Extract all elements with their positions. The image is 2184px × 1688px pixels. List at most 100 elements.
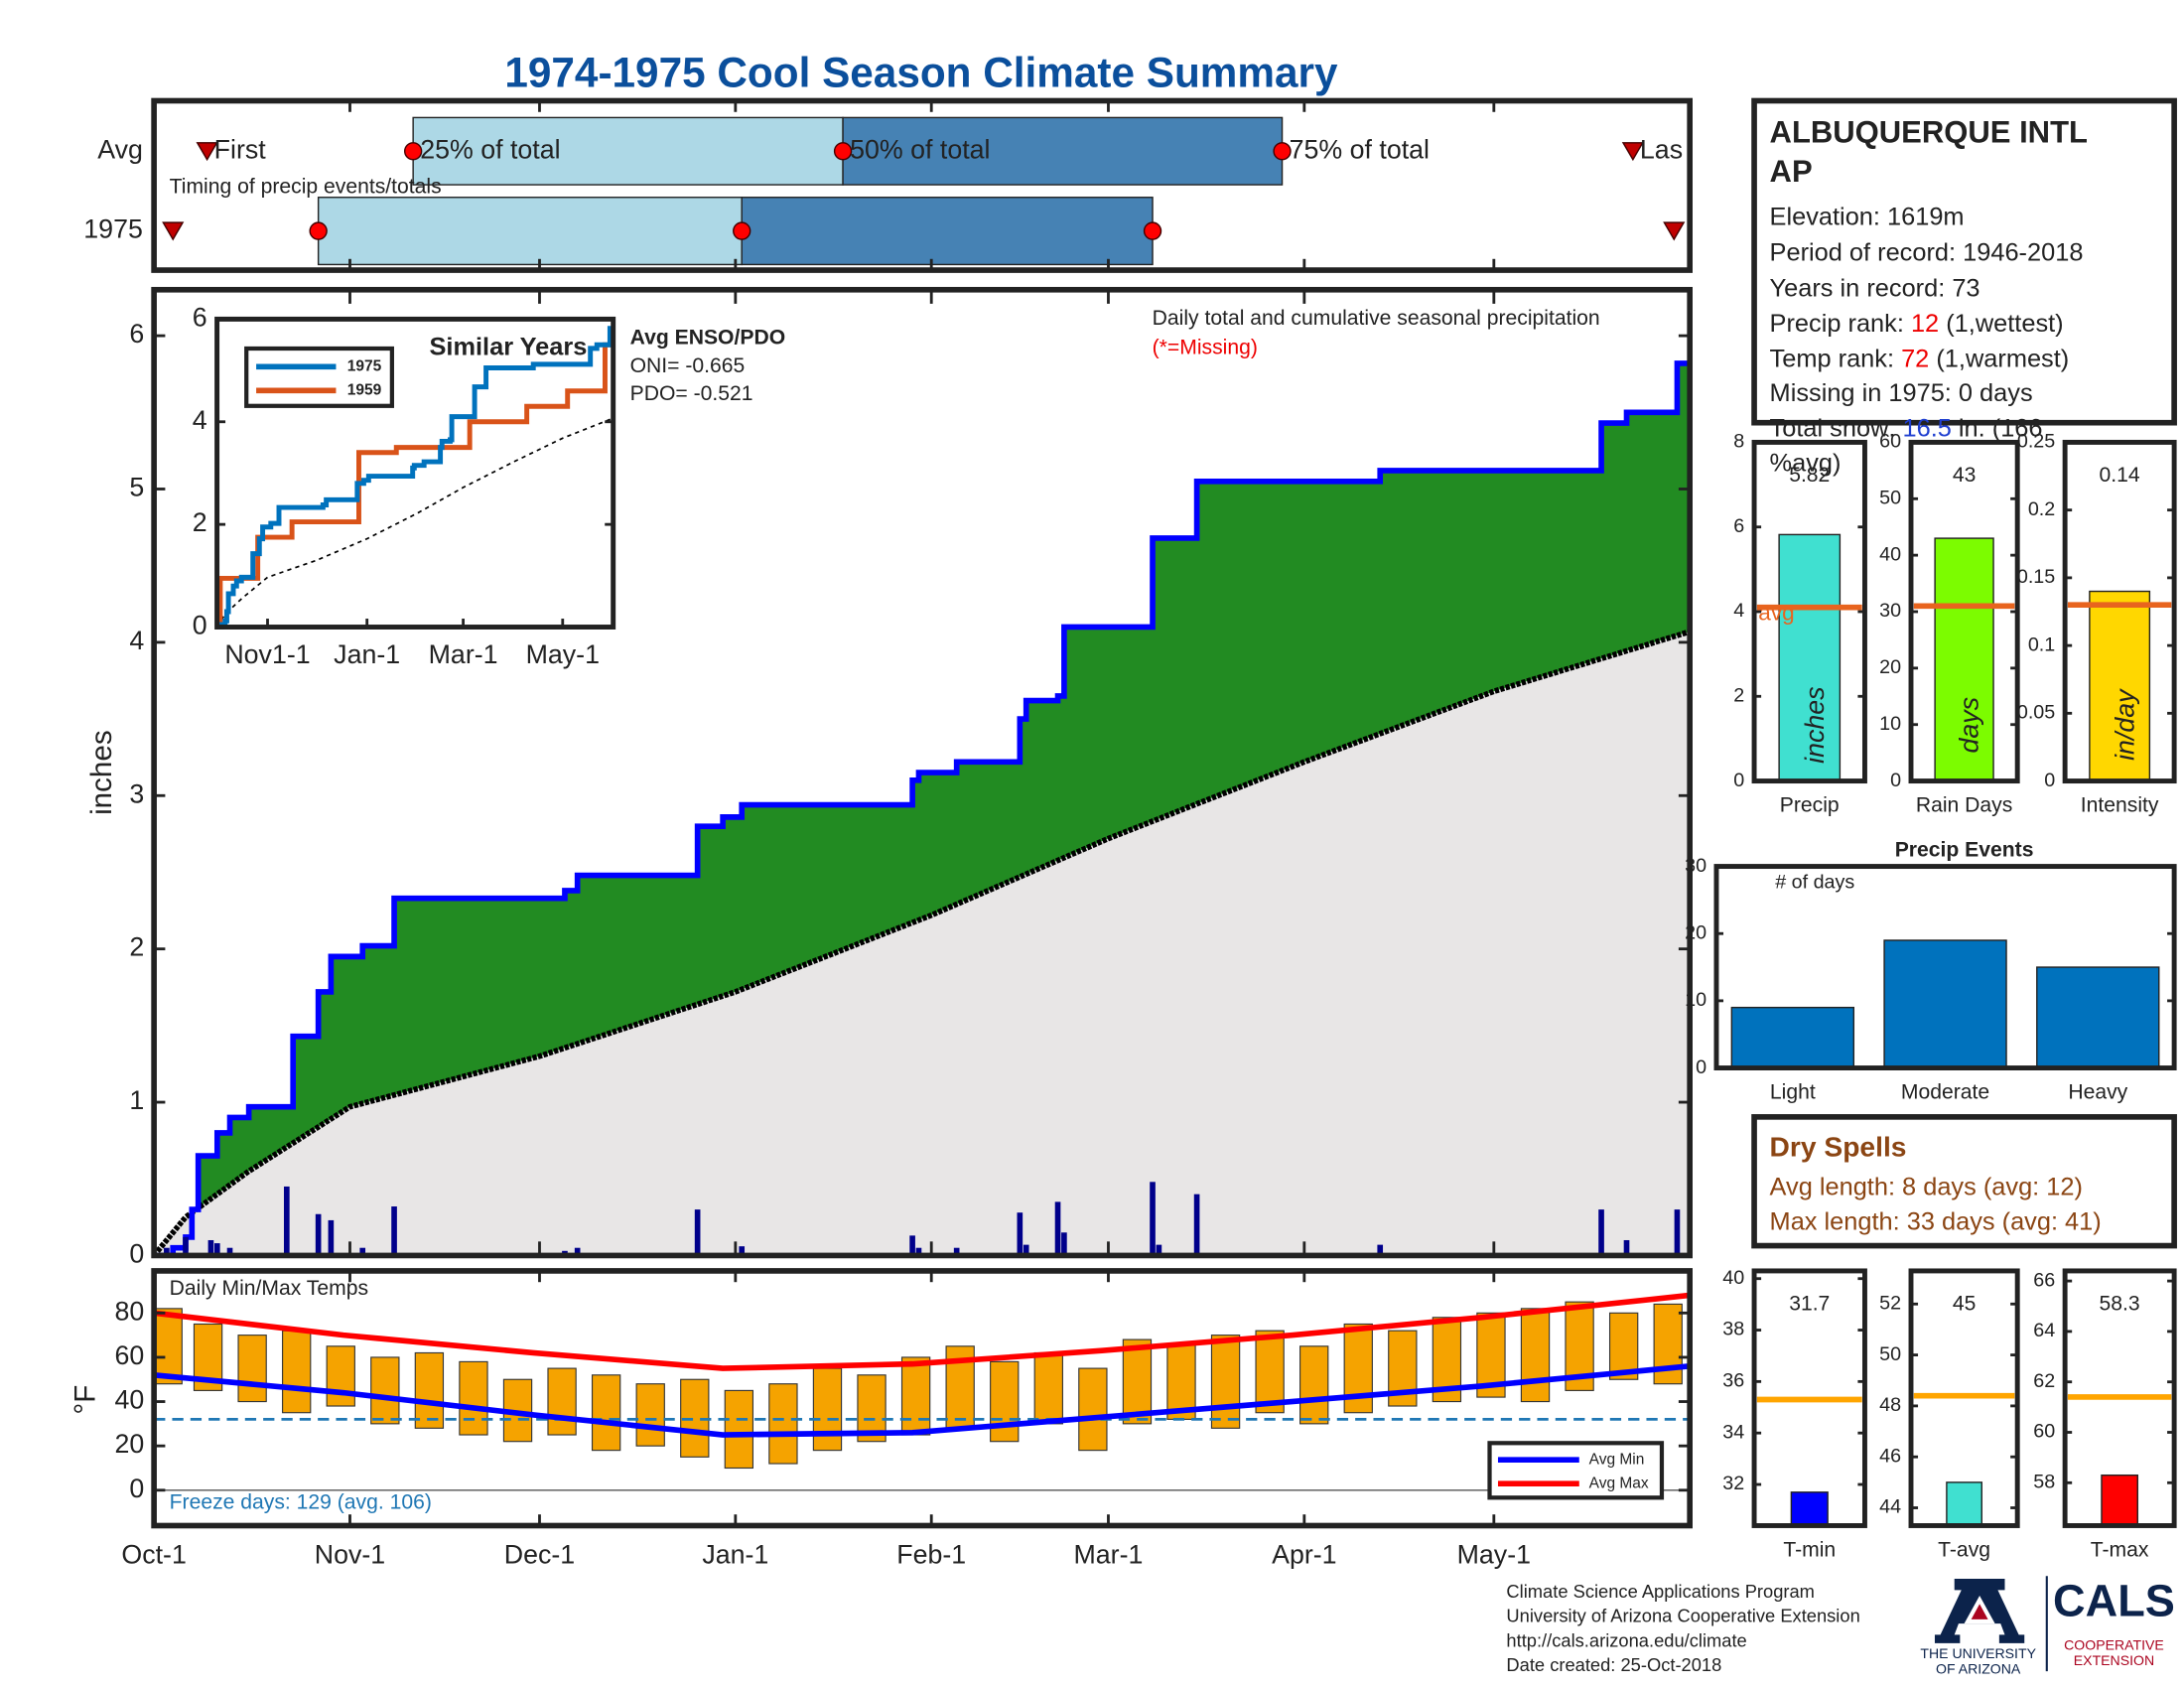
logo-text: OF ARIZONA <box>1936 1660 2021 1676</box>
y-tick-label: 50 <box>1879 488 1901 509</box>
timing-subtitle: Timing of precip events/totals <box>170 175 442 198</box>
y-tick-label: 0 <box>1696 1056 1706 1078</box>
dry-spells-box <box>1751 1114 2177 1249</box>
y-tick-label: 40 <box>114 1385 144 1415</box>
panel-frame <box>1908 439 2020 784</box>
university-logo <box>1934 1576 2048 1672</box>
marker-label: 50% of total <box>850 134 990 164</box>
marker-label: 75% of total <box>1290 134 1430 164</box>
daily-precip-bar <box>915 1247 922 1256</box>
similar-year-line <box>216 342 614 630</box>
event-marker <box>1663 221 1686 241</box>
daily-precip-bar <box>315 1213 322 1256</box>
x-tick-label: Jan-1 <box>702 1540 768 1570</box>
enso-annotation: Avg ENSO/PDO <box>630 327 786 350</box>
y-tick-label: 52 <box>1879 1293 1901 1315</box>
y-tick-label: 44 <box>1879 1496 1901 1518</box>
x-tick-label: Apr-1 <box>1272 1540 1336 1570</box>
x-tick-label: Mar-1 <box>1074 1540 1144 1570</box>
daily-temp-bar <box>812 1367 843 1452</box>
daily-temp-bar <box>237 1335 267 1403</box>
legend-label: Avg Max <box>1589 1475 1649 1491</box>
value-label: 31.7 <box>1789 1292 1830 1315</box>
station-label: Total snow: <box>1770 414 1903 442</box>
daily-precip-bar <box>1156 1244 1162 1256</box>
y-tick-label: 60 <box>1879 431 1901 453</box>
y-tick-label: 4 <box>193 405 207 435</box>
station-line: Temp rank: 72 (1,warmest) <box>1770 345 2070 372</box>
station-box <box>1751 97 2177 426</box>
daily-temp-bar <box>900 1356 931 1436</box>
x-tick-label: Dec-1 <box>504 1540 575 1570</box>
daily-temp-bar <box>1078 1367 1108 1452</box>
category-label: Rain Days <box>1916 794 2012 817</box>
value-label: 5.82 <box>1789 464 1830 487</box>
y-tick-label: 4 <box>1733 600 1744 622</box>
precip-annotation: Daily total and cumulative seasonal prec… <box>1153 307 1600 330</box>
y-tick-label: 20 <box>114 1429 144 1459</box>
y-tick-label: 6 <box>129 319 144 349</box>
daily-precip-bar <box>1623 1239 1630 1256</box>
y-tick-label: 40 <box>1722 1267 1744 1289</box>
panel-frame <box>2062 439 2177 784</box>
daily-temp-bar <box>326 1345 355 1407</box>
daily-precip-bar <box>1377 1244 1384 1256</box>
y-tick-label: 0 <box>1733 770 1744 791</box>
y-tick-label: 0.2 <box>2028 498 2055 520</box>
daily-precip-bar <box>909 1235 915 1256</box>
x-tick-label: Mar-1 <box>429 639 498 669</box>
bar <box>2089 590 2151 782</box>
daily-temp-bar <box>153 1308 183 1385</box>
panel-frame <box>151 286 1693 1259</box>
y-tick-label: 20 <box>1685 921 1706 943</box>
temp-title: Daily Min/Max Temps <box>170 1277 368 1300</box>
y-tick-label: 46 <box>1879 1445 1901 1467</box>
y-tick-label: 0.1 <box>2028 633 2055 655</box>
precip-plot <box>154 360 1691 1256</box>
y-tick-label: 0 <box>2044 770 2055 791</box>
value-label: 58.3 <box>2100 1292 2140 1315</box>
daily-temp-bar <box>1210 1335 1241 1429</box>
station-line: Period of record: 1946-2018 <box>1770 239 2084 267</box>
quartile-marker <box>1143 221 1162 240</box>
logo-text: COOPERATIVE <box>2064 1636 2164 1652</box>
x-tick-label: Feb-1 <box>896 1540 966 1570</box>
missing-note: (*=Missing) <box>1153 337 1258 359</box>
event-marker <box>1621 142 1644 162</box>
daily-temp-bar <box>547 1367 577 1436</box>
y-tick-label: 38 <box>1722 1319 1744 1340</box>
station-note: (1,wettest) <box>1939 310 2063 338</box>
station-value: 72 <box>1901 345 1929 372</box>
station-line: Missing in 1975: 0 days <box>1770 379 2033 407</box>
footer-line: Date created: 25-Oct-2018 <box>1506 1654 1721 1675</box>
category-label: Light <box>1770 1080 1816 1103</box>
y-tick-label: 1 <box>129 1085 144 1115</box>
average-area <box>154 632 1691 1256</box>
value-label: 0.14 <box>2100 464 2140 487</box>
daily-temp-bar <box>591 1374 621 1452</box>
category-label: T-max <box>2091 1538 2149 1561</box>
y-tick-label: 30 <box>1685 855 1706 877</box>
marker-label: First <box>214 134 267 164</box>
station-line: Years in record: 73 <box>1770 274 1980 302</box>
panel-frame <box>214 316 616 630</box>
quartile-marker <box>309 221 328 240</box>
category-label: T-avg <box>1938 1538 1990 1561</box>
station-line: Elevation: 1619m <box>1770 204 1965 231</box>
bar <box>1790 1491 1829 1527</box>
logo-text: THE UNIVERSITY <box>1920 1645 2036 1661</box>
footer-line: http://cals.arizona.edu/climate <box>1506 1629 1746 1650</box>
quartile-marker <box>1273 142 1292 161</box>
daily-temp-bar <box>282 1330 312 1414</box>
daily-precip-bar <box>1150 1182 1156 1256</box>
event-marker <box>162 221 185 241</box>
daily-temp-bar <box>459 1360 488 1436</box>
average-temp-line <box>153 1363 1691 1438</box>
y-tick-label: 6 <box>1733 515 1744 537</box>
quartile-bar <box>317 197 743 266</box>
unit-label: inches <box>1800 687 1830 764</box>
marker-label: 25% of total <box>420 134 560 164</box>
y-tick-label: 58 <box>2033 1472 2055 1493</box>
category-label: Intensity <box>2081 794 2159 817</box>
daily-temp-bar <box>414 1351 445 1429</box>
